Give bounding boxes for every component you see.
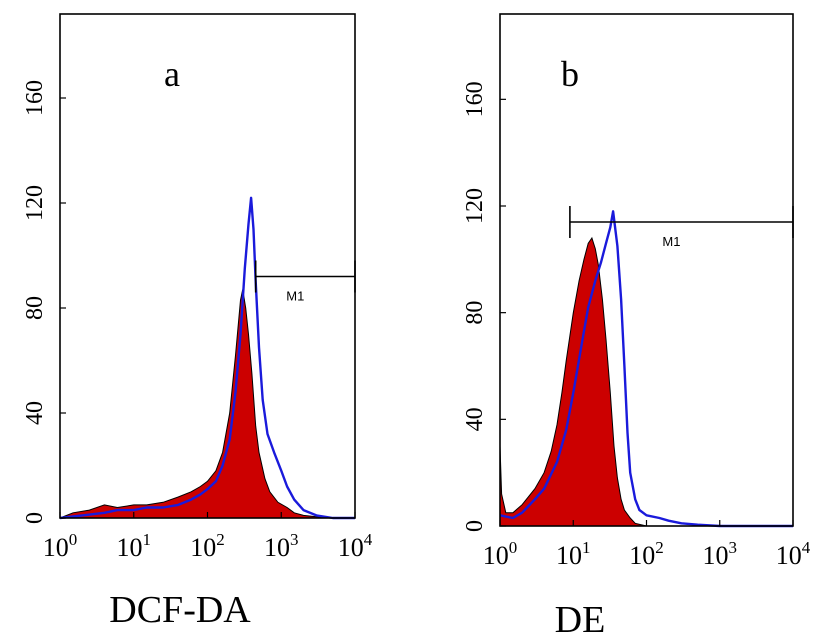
y-tick-label: 160: [462, 81, 488, 117]
x-tick-label-base: 10: [556, 541, 582, 570]
x-tick-label-exponent: 4: [802, 538, 811, 557]
y-tick-label: 80: [462, 301, 488, 325]
series-filled-histogram: [499, 236, 793, 527]
plot-frame: [499, 13, 794, 527]
marker-m1-label: M1: [286, 289, 304, 304]
y-tick-label: 120: [22, 185, 48, 221]
x-tick-label-base: 10: [190, 533, 216, 562]
panel-label: b: [561, 54, 579, 94]
x-tick-label-exponent: 3: [729, 538, 738, 557]
x-tick-label-exponent: 4: [364, 530, 373, 549]
x-tick-label-exponent: 1: [582, 538, 591, 557]
x-tick-label-exponent: 0: [69, 530, 78, 549]
x-tick-label-base: 10: [483, 541, 509, 570]
x-tick-label-base: 10: [629, 541, 655, 570]
series-line-histogram: [499, 210, 793, 528]
series-line-histogram: [59, 196, 355, 520]
y-tick-label: 0: [22, 512, 48, 524]
y-tick-label: 40: [462, 407, 488, 431]
x-tick-label: 103: [264, 530, 299, 562]
series-filled-histogram: [59, 289, 355, 519]
x-tick-label-exponent: 1: [143, 530, 152, 549]
y-tick-label: 0: [462, 520, 488, 532]
x-tick-label-base: 10: [703, 541, 729, 570]
x-tick-label: 102: [190, 530, 225, 562]
x-tick-label-exponent: 2: [655, 538, 664, 557]
y-tick-label: 80: [22, 296, 48, 320]
x-tick-label-base: 10: [117, 533, 143, 562]
y-tick-label: 40: [22, 401, 48, 425]
x-tick-label-exponent: 0: [509, 538, 518, 557]
y-tick-label: 120: [462, 188, 488, 224]
x-tick-label-base: 10: [776, 541, 802, 570]
x-tick-label: 100: [43, 530, 78, 562]
x-tick-label-exponent: 3: [290, 530, 299, 549]
plot-frame: [59, 13, 356, 519]
x-tick-label-base: 10: [264, 533, 290, 562]
x-axis-title: DCF-DA: [109, 589, 251, 631]
x-tick-label: 101: [556, 538, 591, 570]
x-tick-label: 101: [117, 530, 152, 562]
x-tick-label: 104: [776, 538, 811, 570]
x-tick-label: 104: [338, 530, 373, 562]
y-tick-label: 160: [22, 80, 48, 116]
x-tick-label-base: 10: [338, 533, 364, 562]
x-tick-label-exponent: 2: [216, 530, 225, 549]
x-axis-title: DE: [555, 599, 606, 639]
x-tick-label: 103: [703, 538, 738, 570]
x-tick-label: 100: [483, 538, 518, 570]
x-tick-label: 102: [629, 538, 664, 570]
panel-label: a: [164, 54, 180, 94]
marker-m1-label: M1: [662, 234, 680, 249]
x-tick-label-base: 10: [43, 533, 69, 562]
